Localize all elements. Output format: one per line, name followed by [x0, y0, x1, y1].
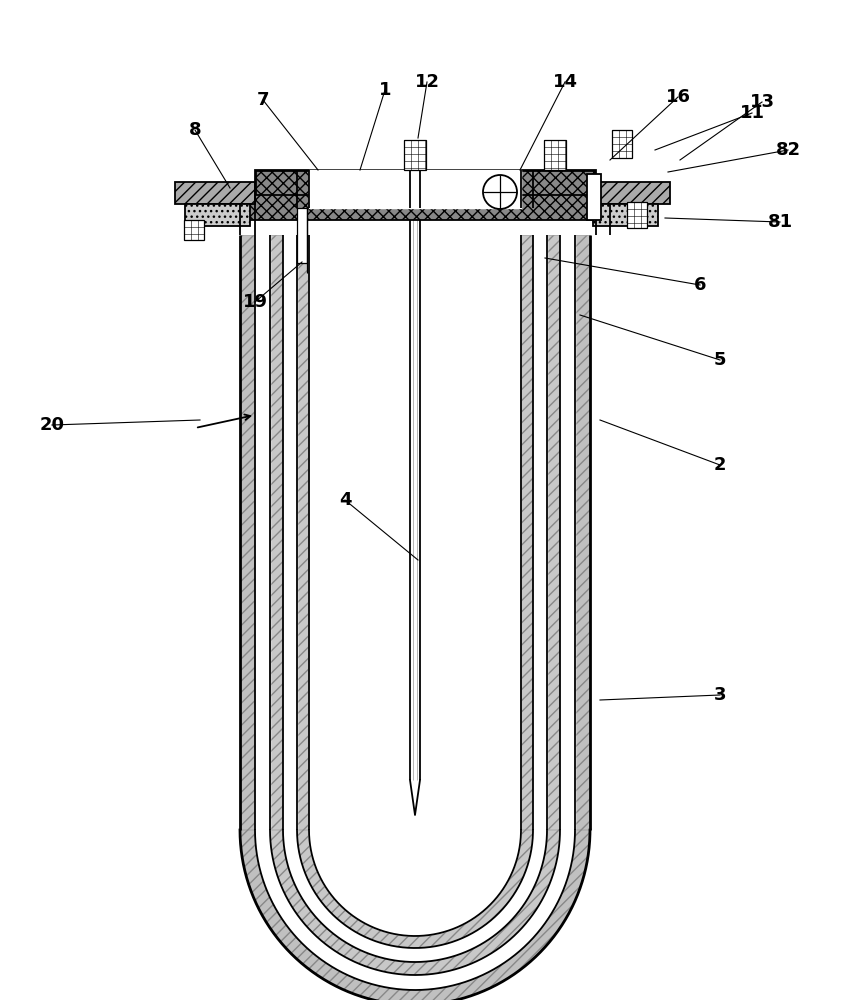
- Text: 81: 81: [768, 213, 792, 231]
- Bar: [575, 235, 590, 830]
- Text: 2: 2: [714, 456, 726, 474]
- Polygon shape: [270, 830, 560, 975]
- Bar: [544, 140, 566, 170]
- Bar: [547, 235, 560, 830]
- Polygon shape: [240, 235, 590, 1000]
- Text: 16: 16: [666, 88, 690, 106]
- Text: 11: 11: [740, 104, 764, 122]
- Polygon shape: [533, 235, 547, 830]
- Text: 19: 19: [242, 293, 268, 311]
- Polygon shape: [283, 235, 297, 830]
- Polygon shape: [240, 830, 590, 1000]
- Bar: [185, 204, 250, 226]
- Bar: [255, 170, 595, 208]
- Polygon shape: [309, 235, 521, 936]
- Bar: [184, 220, 204, 240]
- Text: 13: 13: [750, 93, 774, 111]
- Text: 7: 7: [257, 91, 269, 109]
- Bar: [587, 174, 601, 220]
- Polygon shape: [255, 830, 575, 990]
- Text: 14: 14: [552, 73, 577, 91]
- Bar: [593, 204, 658, 226]
- Text: 3: 3: [714, 686, 726, 704]
- Bar: [175, 182, 255, 204]
- Polygon shape: [297, 830, 533, 948]
- Polygon shape: [560, 235, 575, 830]
- Bar: [240, 235, 255, 830]
- Bar: [590, 182, 670, 204]
- Bar: [521, 235, 533, 830]
- Text: 4: 4: [339, 491, 351, 509]
- Polygon shape: [410, 170, 420, 780]
- Polygon shape: [309, 170, 521, 208]
- Polygon shape: [283, 830, 547, 962]
- Text: 8: 8: [189, 121, 201, 139]
- Bar: [225, 195, 625, 220]
- Bar: [404, 140, 426, 170]
- Bar: [270, 235, 283, 830]
- Polygon shape: [255, 235, 270, 830]
- Text: 6: 6: [694, 276, 706, 294]
- Bar: [297, 235, 309, 830]
- Bar: [297, 208, 307, 263]
- Text: 82: 82: [775, 141, 801, 159]
- Text: 5: 5: [714, 351, 726, 369]
- Text: 20: 20: [39, 416, 65, 434]
- Bar: [627, 202, 647, 228]
- Text: 12: 12: [415, 73, 439, 91]
- Text: 1: 1: [379, 81, 391, 99]
- Bar: [612, 130, 632, 158]
